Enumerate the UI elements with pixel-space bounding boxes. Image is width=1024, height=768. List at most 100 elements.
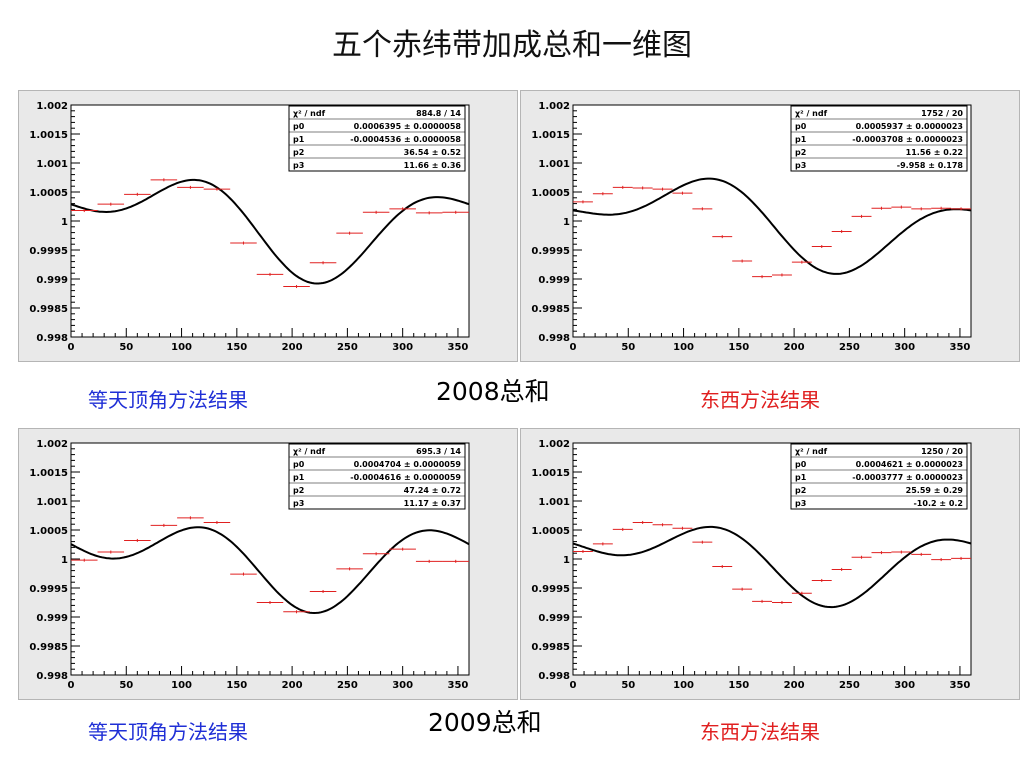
x-tick-label: 50 (119, 680, 133, 691)
y-tick-label: 1.0005 (29, 188, 68, 199)
stats-label: p0 (795, 460, 807, 469)
chart-2009-eastwest: 0.998 0.9985 0.999 0.9995 1 1.0005 1.001 1.0015… (531, 439, 972, 691)
x-tick-label: 350 (950, 680, 971, 691)
x-tick-label: 150 (226, 680, 247, 691)
stats-box: χ² / ndf 695.3 / 14 p0 0.0004704 ± 0.000005… (288, 443, 466, 510)
stats-value: -0.0004616 ± 0.0000059 (350, 473, 461, 482)
stats-value: 11.66 ± 0.36 (404, 161, 462, 170)
chart-panel-2009-eastwest: 0.998 0.9985 0.999 0.9995 1 1.0005 1.001 1.0015… (520, 428, 1020, 700)
y-tick-label: 1.001 (538, 497, 570, 508)
stats-label: p2 (293, 486, 304, 495)
stats-value: -9.958 ± 0.178 (897, 161, 964, 170)
y-tick-label: 0.9995 (29, 246, 68, 257)
x-tick-label: 150 (728, 342, 749, 353)
y-tick-label: 0.998 (36, 333, 68, 344)
y-tick-label: 1.002 (538, 439, 570, 450)
stats-label: p3 (293, 499, 304, 508)
x-tick-label: 50 (119, 342, 133, 353)
stats-label: p1 (293, 473, 305, 482)
y-tick-label: 0.9985 (531, 642, 570, 653)
x-tick-label: 300 (392, 680, 413, 691)
method-label-2008-zenith: 等天顶角方法结果 (88, 388, 248, 412)
stats-label: χ² / ndf (795, 109, 828, 118)
y-tick-label: 1.002 (36, 101, 68, 112)
x-tick-label: 0 (68, 680, 75, 691)
x-tick-label: 200 (784, 342, 805, 353)
y-tick-label: 0.999 (36, 613, 68, 624)
y-tick-label: 1.0015 (29, 468, 68, 479)
method-label-2009-zenith: 等天顶角方法结果 (88, 720, 248, 744)
y-tick-label: 0.998 (538, 671, 570, 682)
x-tick-label: 200 (784, 680, 805, 691)
year-label-2008: 2008总和 (436, 377, 550, 406)
fit-curve (572, 177, 972, 275)
x-tick-label: 100 (171, 342, 192, 353)
chart-2009-zenith: 0.998 0.9985 0.999 0.9995 1 1.0005 1.001 1.0015… (29, 439, 470, 691)
x-tick-label: 200 (282, 342, 303, 353)
method-label-2009-eastwest: 东西方法结果 (700, 720, 820, 744)
x-tick-label: 250 (337, 680, 358, 691)
stats-label: χ² / ndf (795, 447, 828, 456)
x-tick-label: 200 (282, 680, 303, 691)
x-tick-label: 100 (171, 680, 192, 691)
chart-panel-2009-zenith: 0.998 0.9985 0.999 0.9995 1 1.0005 1.001 1.0015… (18, 428, 518, 700)
stats-value: 0.0004704 ± 0.0000059 (354, 460, 462, 469)
stats-label: p1 (795, 135, 807, 144)
page-title: 五个赤纬带加成总和一维图 (332, 28, 692, 63)
stats-value: -10.2 ± 0.2 (913, 499, 963, 508)
stats-label: p2 (293, 148, 304, 157)
stats-value: 0.0005937 ± 0.0000023 (856, 122, 963, 131)
stats-label: p2 (795, 486, 806, 495)
fit-curve (572, 525, 972, 609)
y-tick-label: 0.9985 (531, 304, 570, 315)
stats-box: χ² / ndf 1752 / 20 p0 0.0005937 ± 0.0000023… (790, 105, 968, 172)
stats-box-frame (790, 105, 968, 172)
stats-value: -0.0004536 ± 0.0000058 (350, 135, 461, 144)
y-tick-label: 0.9995 (531, 246, 570, 257)
stats-value: 47.24 ± 0.72 (404, 486, 461, 495)
stats-box-frame (288, 443, 466, 510)
x-tick-label: 0 (68, 342, 75, 353)
y-tick-label: 0.998 (538, 333, 570, 344)
y-tick-label: 1 (563, 555, 570, 566)
x-tick-label: 350 (448, 342, 469, 353)
y-tick-label: 1.0005 (531, 188, 570, 199)
x-tick-label: 300 (894, 680, 915, 691)
stats-label: p1 (795, 473, 807, 482)
x-tick-label: 150 (226, 342, 247, 353)
x-tick-label: 250 (839, 680, 860, 691)
stats-value: 36.54 ± 0.52 (404, 148, 461, 157)
stats-label: p0 (293, 460, 305, 469)
stats-box-frame (790, 443, 968, 510)
y-tick-label: 1 (61, 555, 68, 566)
y-tick-label: 0.9995 (531, 584, 570, 595)
y-tick-label: 1.002 (36, 439, 68, 450)
y-tick-label: 0.999 (36, 275, 68, 286)
stats-value: -0.0003777 ± 0.0000023 (852, 473, 963, 482)
stats-label: χ² / ndf (293, 447, 326, 456)
x-tick-label: 350 (950, 342, 971, 353)
stats-label: p2 (795, 148, 806, 157)
x-tick-label: 0 (570, 680, 577, 691)
y-tick-label: 1 (563, 217, 570, 228)
y-tick-label: 1.0015 (531, 130, 570, 141)
stats-label: p1 (293, 135, 305, 144)
stats-value: 0.0004621 ± 0.0000023 (856, 460, 963, 469)
x-tick-label: 50 (621, 680, 635, 691)
stats-label: p3 (795, 161, 806, 170)
chart-2008-eastwest: 0.998 0.9985 0.999 0.9995 1 1.0005 1.001 1.0015… (531, 101, 972, 353)
y-tick-label: 1.001 (36, 159, 68, 170)
stats-box-frame (288, 105, 466, 172)
y-tick-label: 1.001 (36, 497, 68, 508)
stats-box: χ² / ndf 1250 / 20 p0 0.0004621 ± 0.0000023… (790, 443, 968, 510)
x-tick-label: 0 (570, 342, 577, 353)
stats-label: p0 (795, 122, 807, 131)
fit-curve (70, 178, 470, 285)
x-tick-label: 250 (337, 342, 358, 353)
y-tick-label: 1.002 (538, 101, 570, 112)
chart-panel-2008-zenith: 0.998 0.9985 0.999 0.9995 1 1.0005 1.001 1.0015… (18, 90, 518, 362)
x-tick-label: 350 (448, 680, 469, 691)
stats-value: 1250 / 20 (921, 447, 963, 456)
y-tick-label: 0.9985 (29, 304, 68, 315)
x-tick-label: 100 (673, 680, 694, 691)
